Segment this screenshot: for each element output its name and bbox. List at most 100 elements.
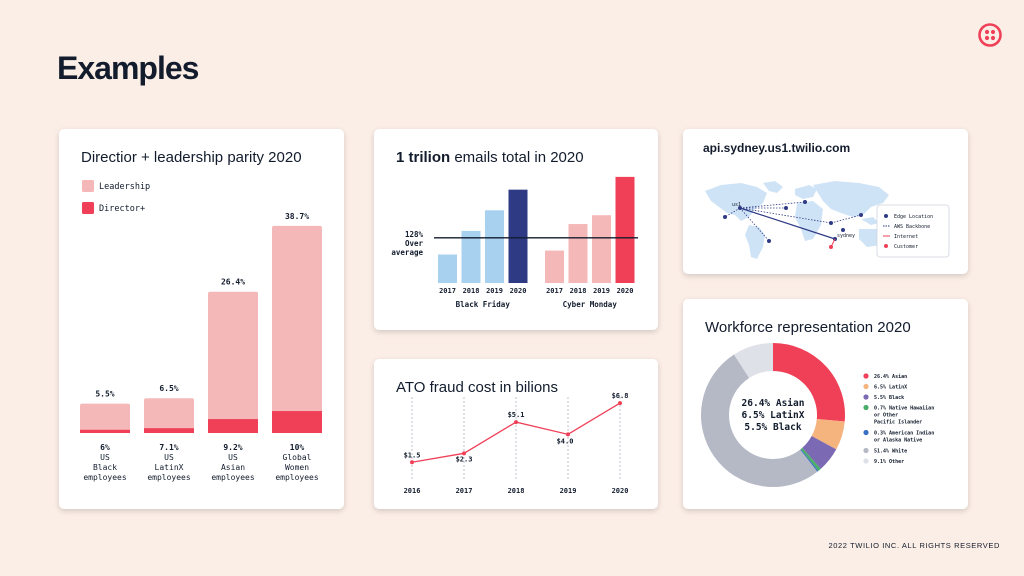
us1-label: us1 [732,202,741,208]
donut-legend-dot [863,447,869,454]
category-label: Asian [221,463,245,472]
donut-legend-label: or Other [874,413,898,419]
leadership-parity-chart: LeadershipDirector+5.5%6%USBlackemployee… [80,180,322,482]
ato-fraud-card: ATO fraud cost in bilions 2016 2017 2018 20… [374,359,658,509]
edge-node [803,200,807,204]
reference-label: 128% [405,230,424,239]
donut-slice [772,343,845,422]
donut-legend-label: 0.3% American Indian [874,431,934,437]
year-tick-label: 2017 [439,287,456,295]
bar-director [272,411,322,433]
group-label: Cyber Monday [563,300,618,309]
donut-legend-dot [863,404,869,411]
year-tick-label: 2018 [463,287,480,295]
category-label: US [164,453,174,462]
twilio-logo-icon [978,23,1002,47]
category-label: employees [211,473,255,482]
map-legend-box [876,204,950,258]
year-tick-label: 2020 [617,287,634,295]
fraud-point [618,401,622,406]
bar-leadership [80,403,130,433]
sydney-label: sydney [837,233,855,239]
fraud-point [462,451,466,456]
map-legend-label: Edge Location [894,214,933,220]
donut-slice [800,449,819,472]
year-tick-label: 2019 [593,287,610,295]
donut-legend-label: 6.5% LatinX [874,385,907,391]
donut-legend-label: Pacific Islander [874,420,922,426]
x-tick-label: 2020 [612,487,629,495]
donut-legend-label: 51.4% White [874,449,907,455]
category-label: 10% [290,443,305,452]
edge-node [723,215,727,219]
legend-label-director: Director+ [99,204,145,214]
sydney-route [739,207,836,240]
emails-title-rest: emails total in 2020 [450,149,584,166]
page-title: Examples [57,50,199,86]
donut-legend-dot [863,458,869,464]
map-legend-label: Internet [894,234,918,240]
donut-legend-label: or Alaska Native [874,438,922,444]
x-tick-label: 2017 [456,487,473,495]
bar-value-label: 38.7% [285,212,309,221]
workforce-title: Workforce representation 2020 [705,319,911,336]
legend-label-leadership: Leadership [99,182,150,192]
map-legend-dot [884,214,888,218]
category-label: 7.1% [159,443,178,452]
leadership-parity-title: Directior + leadership parity 2020 [81,149,302,166]
leadership-parity-card: Directior + leadership parity 2020 Leade… [59,129,344,509]
x-tick-label: 2018 [508,487,525,495]
x-tick-label: 2019 [560,487,577,495]
category-label: US [228,453,238,462]
map-legend: Edge Location AWS Backbone Internet Custome… [876,204,950,258]
category-label: 6% [100,443,110,452]
category-label: employees [275,473,319,482]
aws-backbone-links [724,201,862,242]
fraud-point [514,420,518,425]
category-label: Global [283,453,312,462]
legend-swatch-director [82,202,94,214]
bar-cyber-monday [545,250,564,283]
emails-title-bold: 1 trilion [396,149,451,166]
category-label: employees [147,473,191,482]
donut-slice [701,354,818,487]
bar-black-friday [461,230,481,283]
continents [705,181,889,259]
fraud-value-label: $2.3 [456,455,473,463]
reference-label: Over [405,239,424,248]
bar-cyber-monday [592,215,611,283]
donut-slice [800,447,821,471]
category-label: US [100,453,110,462]
bar-black-friday [485,210,504,283]
donut-slice [734,343,774,379]
donut-legend-label: 26.4% Asian [874,374,907,380]
fraud-point [566,432,570,437]
category-label: 9.2% [223,443,242,452]
donut-slice [801,435,837,469]
donut-center-text: 6.5% LatinX [742,410,805,421]
bar-black-friday [508,189,528,283]
legend-swatch-leadership [82,180,94,192]
year-tick-label: 2019 [486,287,503,295]
donut-legend-dot [863,394,869,400]
bar-director [208,419,258,433]
category-label: LatinX [155,463,184,472]
donut-center-text: 26.4% Asian [742,398,805,409]
donut-slice [811,418,845,450]
edge-node [841,228,845,232]
bar-cyber-monday [568,224,588,283]
donut-legend-dot [863,373,869,379]
donut-legend-label: 5.5% Black [874,395,904,401]
ato-fraud-title: ATO fraud cost in bilions [396,379,559,396]
reference-label: average [391,248,423,257]
category-label: Black [93,463,117,472]
year-tick-label: 2018 [570,287,587,295]
copyright-footer: 2022 TWILIO INC. ALL RIGHTS RESERVED [828,541,1000,550]
bar-leadership [144,398,194,433]
map-legend-dot [884,244,888,248]
map-legend-label: AWS Backbone [894,224,930,230]
fraud-value-label: $6.8 [612,392,629,400]
bar-value-label: 26.4% [221,278,245,287]
